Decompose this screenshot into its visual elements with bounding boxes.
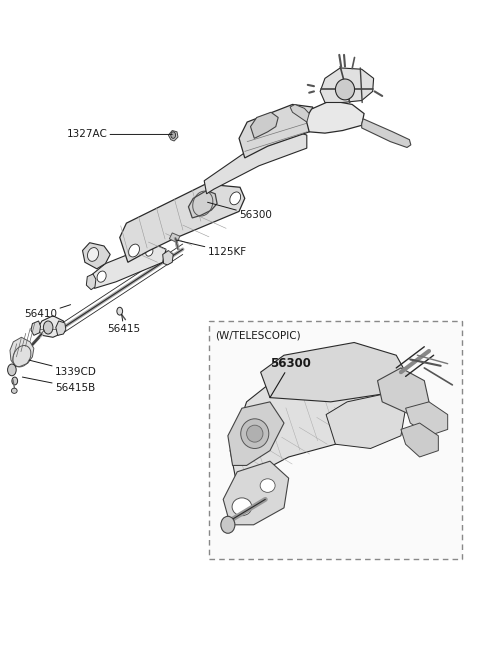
Text: 56300: 56300 xyxy=(207,202,272,220)
Polygon shape xyxy=(204,132,307,194)
Text: 56300: 56300 xyxy=(270,357,311,398)
Polygon shape xyxy=(290,104,309,122)
Polygon shape xyxy=(56,321,66,335)
Polygon shape xyxy=(10,337,34,367)
Ellipse shape xyxy=(230,192,240,205)
Text: 1125KF: 1125KF xyxy=(177,240,247,257)
Text: 1339CD: 1339CD xyxy=(29,360,96,377)
Polygon shape xyxy=(189,191,217,218)
Ellipse shape xyxy=(117,307,122,315)
Ellipse shape xyxy=(260,479,275,493)
Polygon shape xyxy=(378,368,429,415)
Polygon shape xyxy=(326,394,406,449)
Ellipse shape xyxy=(87,248,98,261)
Polygon shape xyxy=(251,112,278,138)
Polygon shape xyxy=(223,461,288,525)
Text: 56415B: 56415B xyxy=(23,377,95,392)
Ellipse shape xyxy=(146,248,153,256)
Polygon shape xyxy=(239,104,316,158)
Ellipse shape xyxy=(12,388,17,394)
Polygon shape xyxy=(163,251,173,265)
Polygon shape xyxy=(261,343,410,402)
Polygon shape xyxy=(401,423,438,457)
Polygon shape xyxy=(320,68,373,102)
Polygon shape xyxy=(228,402,284,466)
Polygon shape xyxy=(120,184,245,262)
Polygon shape xyxy=(91,244,166,288)
Polygon shape xyxy=(86,274,96,290)
Ellipse shape xyxy=(171,132,176,138)
Ellipse shape xyxy=(247,425,263,442)
Polygon shape xyxy=(31,321,40,335)
Ellipse shape xyxy=(336,79,355,100)
Polygon shape xyxy=(169,233,180,243)
Ellipse shape xyxy=(43,321,53,334)
Bar xyxy=(209,321,462,559)
Polygon shape xyxy=(83,243,110,269)
Ellipse shape xyxy=(241,419,269,449)
Polygon shape xyxy=(168,130,178,141)
Ellipse shape xyxy=(8,364,16,376)
Ellipse shape xyxy=(232,498,252,515)
Text: 56415: 56415 xyxy=(108,314,141,334)
Ellipse shape xyxy=(97,271,106,282)
Ellipse shape xyxy=(129,244,140,257)
Polygon shape xyxy=(406,402,448,436)
Text: 1327AC: 1327AC xyxy=(66,130,172,140)
Text: 56410: 56410 xyxy=(24,305,71,320)
Text: (W/TELESCOPIC): (W/TELESCOPIC) xyxy=(215,331,300,341)
Polygon shape xyxy=(230,360,401,487)
Ellipse shape xyxy=(221,516,235,533)
Polygon shape xyxy=(306,100,364,133)
Polygon shape xyxy=(37,316,63,337)
Ellipse shape xyxy=(12,377,18,385)
Polygon shape xyxy=(362,119,411,147)
